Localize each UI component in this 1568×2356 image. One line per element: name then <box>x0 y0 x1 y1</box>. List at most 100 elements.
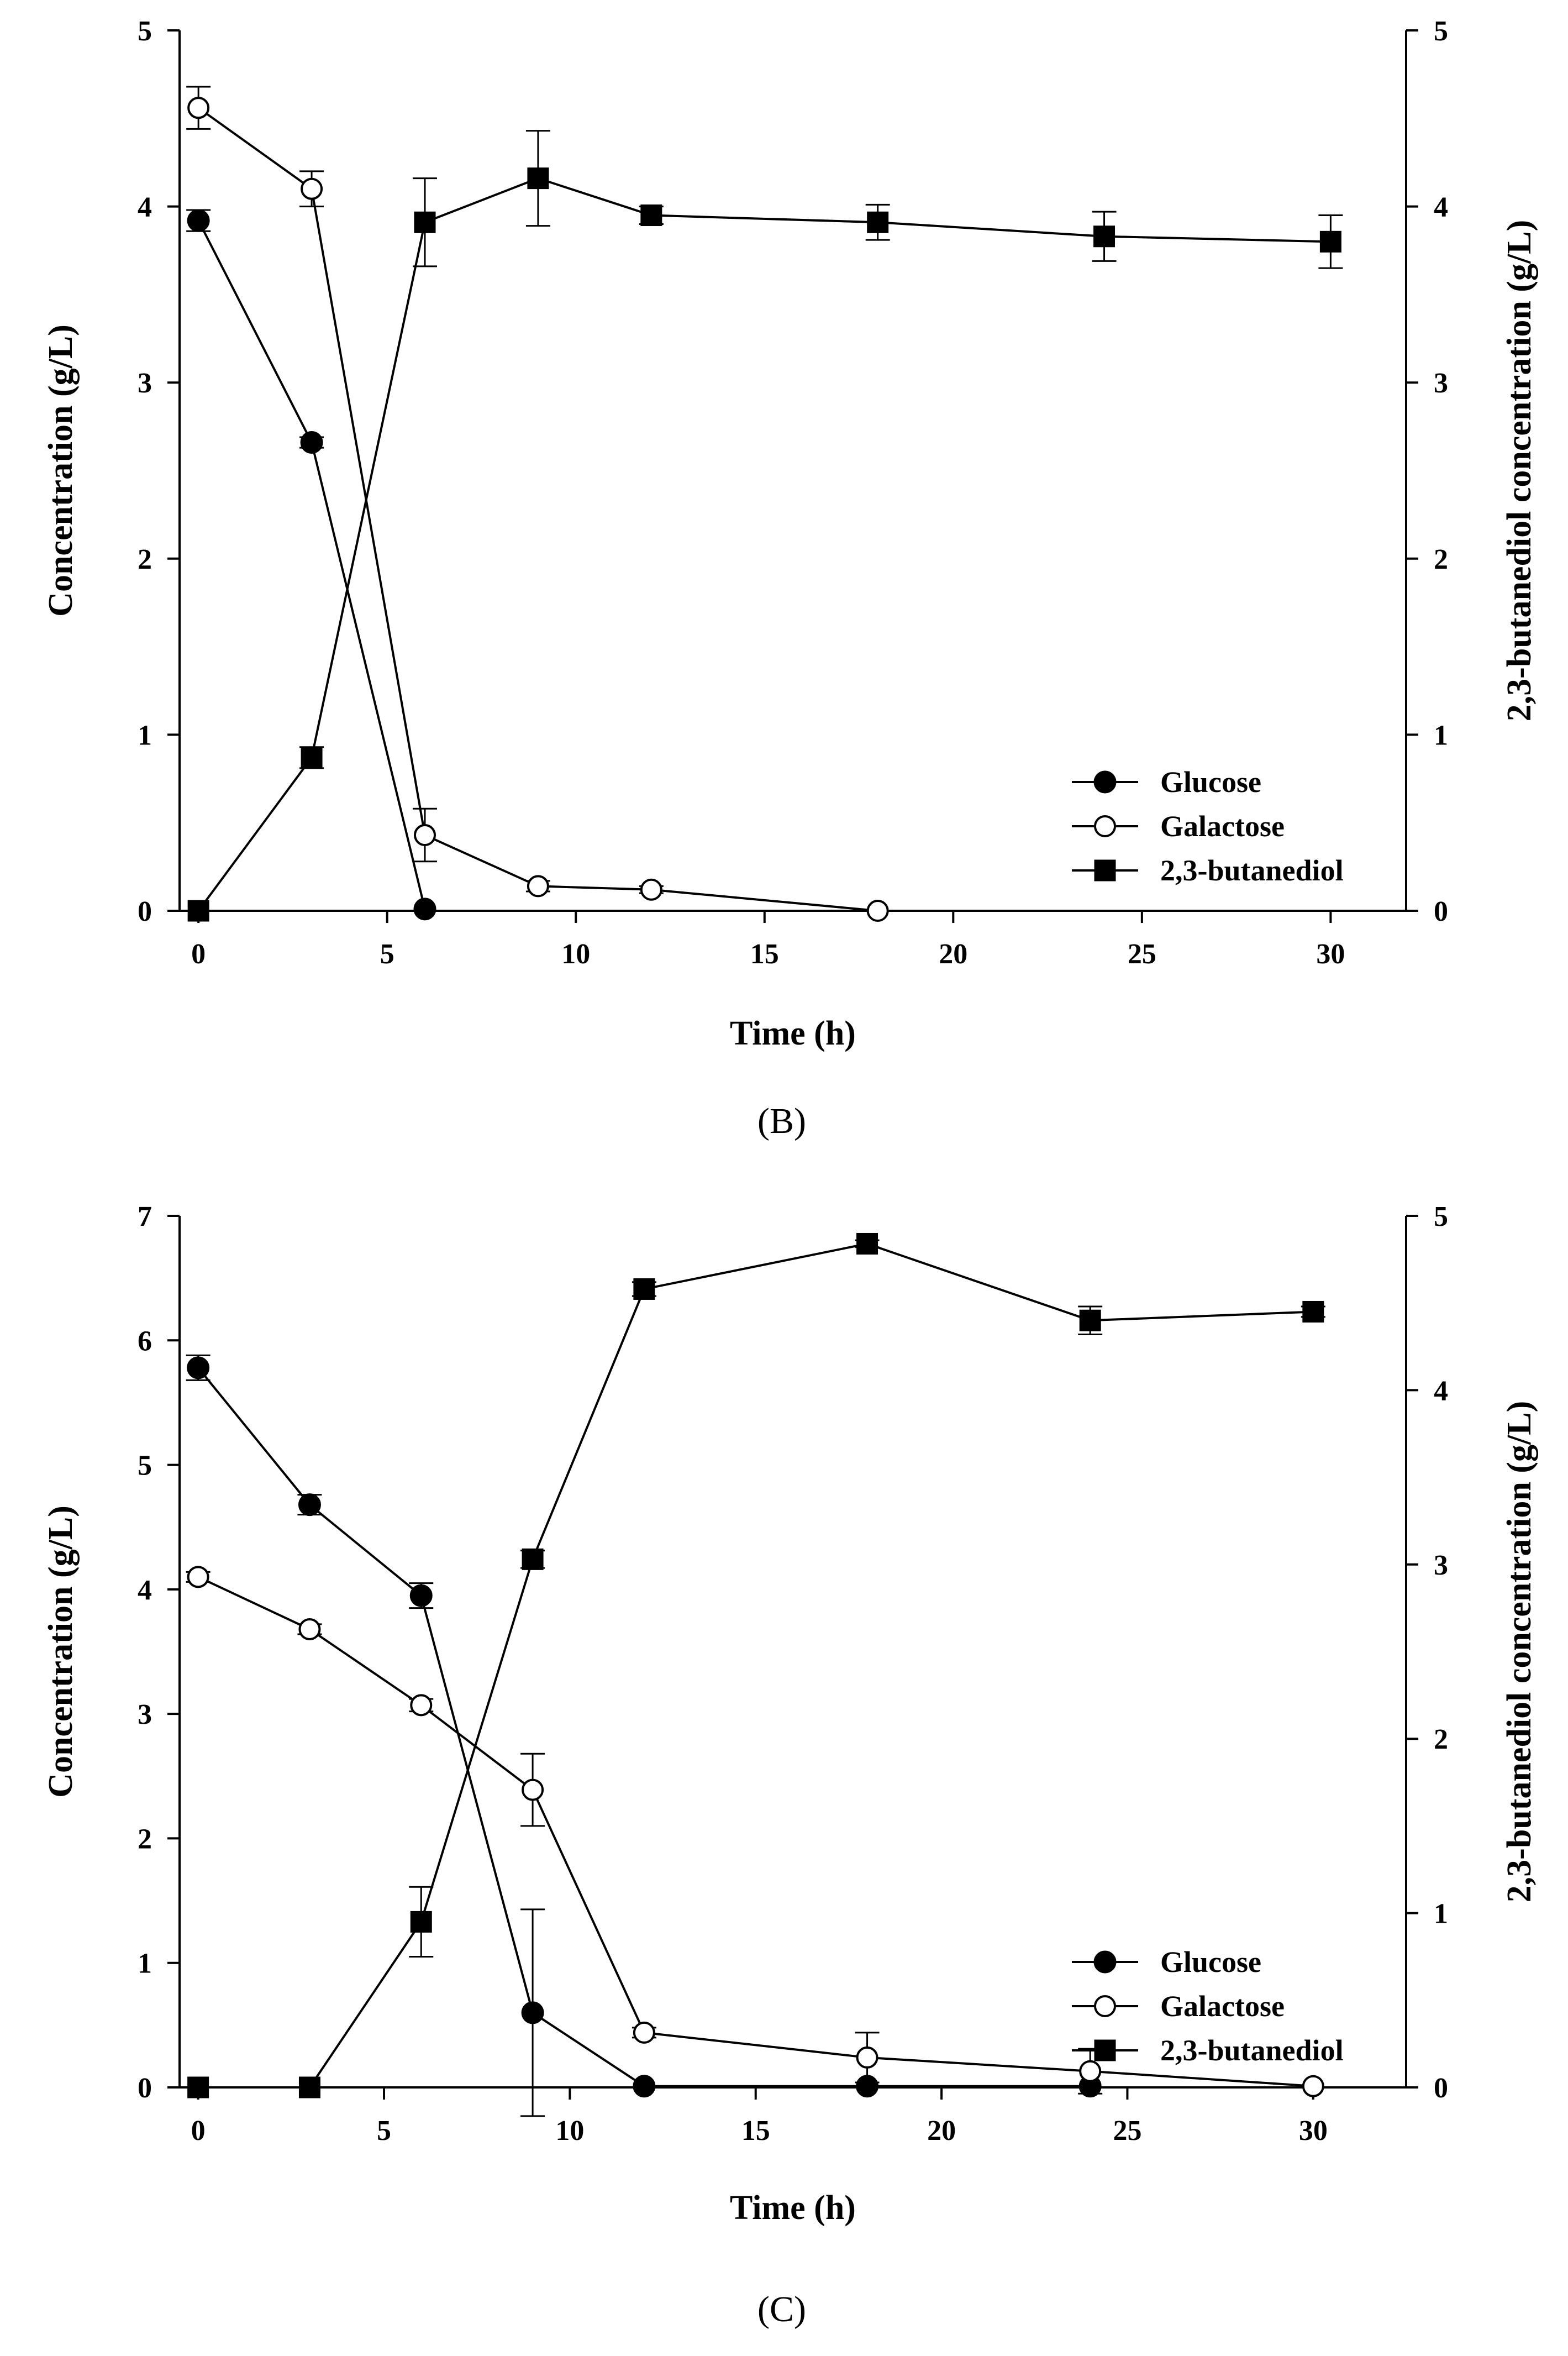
data-point-2-3-butanediol <box>187 2076 209 2098</box>
data-point-2-3-butanediol <box>1079 1309 1101 1331</box>
data-point-galactose <box>298 1618 321 1640</box>
data-point-2-3-butanediol <box>1302 1300 1324 1323</box>
panel-label: (C) <box>757 2289 806 2329</box>
y-tick-label-left: 6 <box>138 1325 152 1357</box>
legend-label: Galactose <box>1160 810 1285 843</box>
legend-marker-glucose <box>1093 1950 1117 1974</box>
x-tick-label: 25 <box>1113 2115 1141 2147</box>
y-tick-label-right: 0 <box>1434 896 1448 927</box>
panel-c-chart: 0 5 10 15 20 25 30 0 1 2 3 4 5 6 7 0 1 2 3 4 5 Time (h) Concen… <box>42 1201 1538 2329</box>
x-tick-label: 20 <box>939 938 967 970</box>
data-point-glucose <box>298 1493 321 1517</box>
data-point-glucose <box>300 431 323 454</box>
y-axis-label-left: Concentration (g/L) <box>42 1505 80 1798</box>
data-point-2-3-butanediol <box>522 1548 544 1570</box>
series-glucose <box>186 209 436 921</box>
series-2-3-butanediol <box>187 1232 1325 2098</box>
series-line-2-3-butanediol <box>197 177 1331 912</box>
data-point-2-3-butanediol <box>410 1911 432 1933</box>
x-tick-label: 25 <box>1128 938 1156 970</box>
data-point-2-3-butanediol <box>1093 225 1116 248</box>
y-tick-label-left: 7 <box>138 1201 152 1232</box>
y-tick-label-left: 3 <box>138 368 152 399</box>
y-axis-label-left: Concentration (g/L) <box>42 324 80 617</box>
y-tick-label-left: 1 <box>138 720 152 751</box>
legend-label: Glucose <box>1160 1945 1261 1979</box>
data-point-2-3-butanediol <box>856 1232 878 1255</box>
y-tick-label-left: 5 <box>138 15 152 47</box>
y-tick-label-left: 3 <box>138 1699 152 1730</box>
y-tick-label-right: 1 <box>1434 1898 1448 1930</box>
x-axis-label: Time (h) <box>730 1015 856 1052</box>
legend-marker-galactose <box>1094 1995 1116 2017</box>
data-point-galactose <box>301 177 323 200</box>
data-point-galactose <box>187 97 210 119</box>
y-tick-label-left: 4 <box>138 1575 152 1606</box>
series-line-glucose <box>197 1367 1091 2087</box>
y-tick-label-right: 4 <box>1434 1375 1448 1407</box>
legend-item-galactose: Galactose <box>1072 810 1285 843</box>
data-point-glucose <box>633 2075 656 2098</box>
series-line-2-3-butanediol <box>198 1242 1313 2089</box>
data-point-galactose <box>640 878 662 901</box>
data-point-2-3-butanediol <box>298 2076 320 2098</box>
data-point-2-3-butanediol <box>1319 230 1341 253</box>
data-point-galactose <box>633 2021 655 2044</box>
data-point-galactose <box>522 1778 544 1801</box>
x-tick-label: 10 <box>561 938 590 970</box>
legend-item-glucose: Glucose <box>1072 1945 1261 1979</box>
series-line-glucose <box>197 220 426 910</box>
x-tick-label: 30 <box>1316 938 1345 970</box>
series-galactose <box>186 1566 1324 2097</box>
y-axis-label-right: 2,3-butanediol concentration (g/L) <box>1501 1401 1538 1903</box>
data-point-galactose <box>866 900 889 922</box>
y-tick-label-right: 4 <box>1434 192 1448 223</box>
data-point-2-3-butanediol <box>187 900 209 922</box>
y-tick-label-left: 0 <box>138 2072 152 2104</box>
legend-marker-2-3-butanediol <box>1094 2039 1116 2061</box>
data-point-2-3-butanediol <box>414 211 436 233</box>
x-tick-label: 20 <box>927 2115 956 2147</box>
data-point-2-3-butanediol <box>867 211 889 233</box>
legend-label: 2,3-butanediol <box>1160 2034 1344 2067</box>
y-tick-label-right: 5 <box>1434 15 1448 47</box>
data-point-glucose <box>521 2001 544 2024</box>
y-tick-label-left: 4 <box>138 192 152 223</box>
legend-marker-galactose <box>1094 815 1116 837</box>
panel-b-chart: 0 5 10 15 20 25 30 0 1 2 3 4 5 0 1 2 3 4 5 Time (h) Concentr… <box>42 15 1538 1141</box>
data-point-glucose <box>187 209 210 232</box>
legend-label: Galactose <box>1160 1990 1285 2023</box>
legend-label: Glucose <box>1160 765 1261 799</box>
data-point-galactose <box>414 824 436 847</box>
data-point-galactose <box>187 1566 209 1588</box>
y-tick-label-left: 0 <box>138 896 152 927</box>
y-tick-label-right: 2 <box>1434 544 1448 575</box>
data-point-galactose <box>1079 2060 1102 2082</box>
data-point-galactose <box>410 1694 433 1717</box>
x-axis-label: Time (h) <box>730 2189 856 2227</box>
y-tick-label-right: 3 <box>1434 1550 1448 1581</box>
legend-label: 2,3-butanediol <box>1160 854 1344 887</box>
x-tick-label: 15 <box>750 938 779 970</box>
data-point-galactose <box>527 875 549 898</box>
legend: Glucose Galactose 2,3-butanediol <box>1072 765 1344 887</box>
y-tick-label-left: 2 <box>138 544 152 575</box>
legend-marker-glucose <box>1093 770 1117 794</box>
y-tick-label-right: 0 <box>1434 2072 1448 2104</box>
x-tick-label: 30 <box>1299 2115 1328 2147</box>
y-tick-label-left: 2 <box>138 1823 152 1855</box>
legend-item-2-3-butanediol: 2,3-butanediol <box>1072 854 1344 887</box>
x-tick-label: 0 <box>191 2115 206 2147</box>
series-glucose <box>186 1354 1102 2117</box>
series-2-3-butanediol <box>187 130 1343 922</box>
data-point-2-3-butanediol <box>301 747 323 769</box>
x-tick-label: 5 <box>380 938 394 970</box>
legend-item-glucose: Glucose <box>1072 765 1261 799</box>
x-tick-label: 10 <box>555 2115 584 2147</box>
data-point-galactose <box>1302 2075 1324 2097</box>
y-tick-label-left: 5 <box>138 1450 152 1482</box>
series-line-galactose <box>197 1576 1313 2087</box>
y-tick-label-right: 3 <box>1434 368 1448 399</box>
data-point-2-3-butanediol <box>633 1278 655 1300</box>
data-point-galactose <box>856 2046 878 2069</box>
